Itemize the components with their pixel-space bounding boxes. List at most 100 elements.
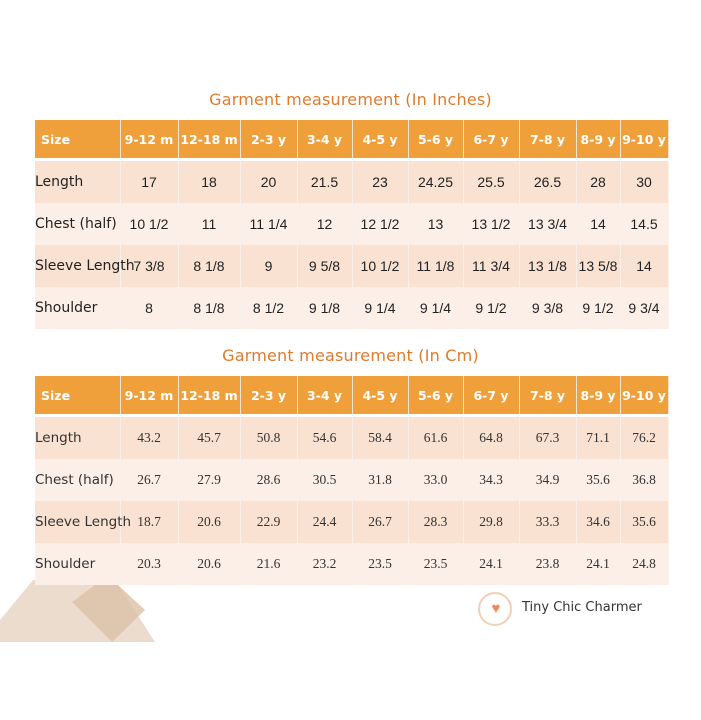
row-label: Shoulder: [35, 543, 121, 585]
table-cell: 61.6: [408, 415, 464, 459]
table-cell: 36.8: [620, 459, 669, 501]
table-cell: 9 5/8: [297, 245, 353, 287]
table-cell: 9 1/8: [297, 287, 353, 329]
header-cell: 9-12 m: [120, 376, 179, 417]
header-cell: Size: [35, 120, 121, 161]
row-label: Length: [35, 415, 121, 459]
table-cell: 8 1/8: [178, 245, 241, 287]
table-cell: 20.6: [178, 501, 241, 543]
table-row: Chest (half) 26.7 27.9 28.6 30.5 31.8 33.0 34.3…: [35, 459, 669, 501]
header-cell: 4-5 y: [352, 120, 409, 161]
table-cell: 9 3/8: [519, 287, 577, 329]
table-cell: 9 3/4: [620, 287, 669, 329]
table-cell: 33.3: [519, 501, 577, 543]
table-cell: 34.9: [519, 459, 577, 501]
decorative-shapes: [0, 580, 155, 642]
table-cell: 13 1/2: [463, 203, 520, 245]
row-label: Chest (half): [35, 203, 121, 245]
row-label: Length: [35, 159, 121, 203]
header-cell: 5-6 y: [408, 120, 464, 161]
table-cell: 25.5: [463, 159, 520, 203]
table-cell: 14: [620, 245, 669, 287]
table-cell: 43.2: [120, 415, 179, 459]
table-cell: 7 3/8: [120, 245, 179, 287]
table-cell: 13 1/8: [519, 245, 577, 287]
header-cell: 2-3 y: [240, 376, 298, 417]
header-cell: 3-4 y: [297, 376, 353, 417]
table-cell: 8: [120, 287, 179, 329]
table-row: Length 17 18 20 21.5 23 24.25 25.5 26.5 28 30: [35, 159, 669, 203]
table-cell: 64.8: [463, 415, 520, 459]
table-cell: 9 1/4: [352, 287, 409, 329]
table-cell: 58.4: [352, 415, 409, 459]
header-cell: 9-10 y: [620, 376, 669, 417]
table-cell: 9 1/2: [463, 287, 520, 329]
table-cell: 23.8: [519, 543, 577, 585]
table-cell: 33.0: [408, 459, 464, 501]
header-cell: 6-7 y: [463, 120, 520, 161]
table-cell: 35.6: [620, 501, 669, 543]
table-cell: 8 1/8: [178, 287, 241, 329]
header-cell: 9-10 y: [620, 120, 669, 161]
header-cell: Size: [35, 376, 121, 417]
table-cell: 27.9: [178, 459, 241, 501]
table-cell: 11: [178, 203, 241, 245]
table-cell: 23.5: [408, 543, 464, 585]
table-cell: 34.6: [576, 501, 621, 543]
table-cell: 26.7: [120, 459, 179, 501]
header-cell: 6-7 y: [463, 376, 520, 417]
table-cell: 24.4: [297, 501, 353, 543]
header-cell: 7-8 y: [519, 120, 577, 161]
table-cell: 18.7: [120, 501, 179, 543]
table-cell: 30: [620, 159, 669, 203]
row-label: Sleeve Length: [35, 245, 135, 287]
header-row: Size 9-12 m 12-18 m 2-3 y 3-4 y 4-5 y 5-…: [35, 376, 669, 417]
table-row: Shoulder 8 8 1/8 8 1/2 9 1/8 9 1/4 9 1/4 9 1/2 9…: [35, 287, 669, 329]
table-cell: 12: [297, 203, 353, 245]
table-cell: 28.6: [240, 459, 298, 501]
table-cell: 45.7: [178, 415, 241, 459]
cm-table: Size 9-12 m 12-18 m 2-3 y 3-4 y 4-5 y 5-…: [35, 376, 669, 585]
header-cell: 8-9 y: [576, 376, 621, 417]
table-cell: 12 1/2: [352, 203, 409, 245]
table-cell: 22.9: [240, 501, 298, 543]
table-row: Sleeve Length 7 3/8 8 1/8 9 9 5/8 10 1/2 11 1/…: [35, 245, 669, 287]
table-cell: 10 1/2: [352, 245, 409, 287]
table-row: Length 43.2 45.7 50.8 54.6 58.4 61.6 64.8 67.3 71…: [35, 415, 669, 459]
table-cell: 13: [408, 203, 464, 245]
table-cell: 26.7: [352, 501, 409, 543]
table-cell: 28: [576, 159, 621, 203]
inches-table-title: Garment measurement (In Inches): [209, 90, 492, 109]
table-cell: 71.1: [576, 415, 621, 459]
table-cell: 35.6: [576, 459, 621, 501]
table-cell: 20.6: [178, 543, 241, 585]
table-cell: 20: [240, 159, 298, 203]
row-label: Chest (half): [35, 459, 121, 501]
header-cell: 7-8 y: [519, 376, 577, 417]
table-cell: 24.1: [463, 543, 520, 585]
header-cell: 3-4 y: [297, 120, 353, 161]
table-cell: 17: [120, 159, 179, 203]
table-cell: 10 1/2: [120, 203, 179, 245]
header-cell: 9-12 m: [120, 120, 179, 161]
header-cell: 2-3 y: [240, 120, 298, 161]
table-cell: 13 3/4: [519, 203, 577, 245]
table-cell: 23.2: [297, 543, 353, 585]
row-label: Shoulder: [35, 287, 121, 329]
table-cell: 67.3: [519, 415, 577, 459]
table-cell: 31.8: [352, 459, 409, 501]
table-cell: 24.25: [408, 159, 464, 203]
table-row: Sleeve Length 18.7 20.6 22.9 24.4 26.7 28.3 29.…: [35, 501, 669, 543]
table-cell: 21.5: [297, 159, 353, 203]
header-cell: 12-18 m: [178, 120, 241, 161]
table-cell: 34.3: [463, 459, 520, 501]
table-cell: 18: [178, 159, 241, 203]
table-cell: 76.2: [620, 415, 669, 459]
table-cell: 26.5: [519, 159, 577, 203]
table-cell: 14: [576, 203, 621, 245]
header-cell: 12-18 m: [178, 376, 241, 417]
brand-name: Tiny Chic Charmer: [522, 600, 642, 615]
table-cell: 21.6: [240, 543, 298, 585]
table-cell: 9 1/2: [576, 287, 621, 329]
table-cell: 11 3/4: [463, 245, 520, 287]
